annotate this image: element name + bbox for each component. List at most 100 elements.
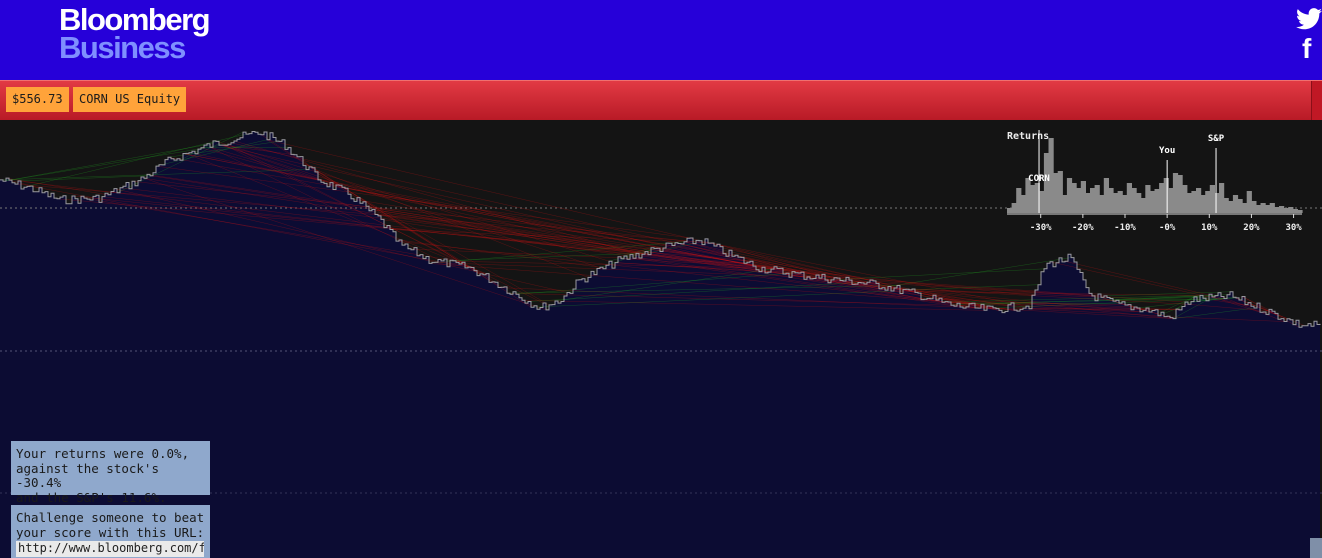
trade-line xyxy=(911,288,1108,298)
price-series xyxy=(0,131,1321,328)
page-scrollbar[interactable] xyxy=(1310,538,1322,558)
results-line-1: Your returns were 0.0%, xyxy=(16,446,190,461)
histogram-bar xyxy=(1149,191,1156,213)
histogram-bar xyxy=(1094,185,1100,213)
trade-line xyxy=(407,248,745,264)
trade-line xyxy=(506,292,991,307)
trade-line xyxy=(632,258,952,306)
trade-line xyxy=(101,196,823,275)
trade-line xyxy=(1247,302,1288,319)
trade-line xyxy=(1172,300,1207,319)
histogram-bar xyxy=(1099,195,1105,213)
price-chart: Returns -30% -20% -10% -0% 10% 20% 30% CORN You S… xyxy=(0,120,1322,558)
histogram-bar xyxy=(1122,195,1128,213)
trade-line xyxy=(614,262,799,274)
trade-line xyxy=(824,279,907,290)
histogram-bar xyxy=(1011,203,1017,213)
histogram-bar xyxy=(1090,188,1096,213)
histogram-bar xyxy=(1205,191,1211,213)
trade-line xyxy=(230,142,886,291)
twitter-bird-icon[interactable] xyxy=(1296,8,1322,30)
challenge-url-field[interactable]: http://www.bloomberg.com/fe xyxy=(16,541,204,557)
histogram-tick-label: 10% xyxy=(1201,223,1218,233)
trade-line xyxy=(260,134,532,308)
results-line-3-text: and the S&P's 11.6%. xyxy=(16,489,167,505)
results-box: Your returns were 0.0%, against the stoc… xyxy=(11,441,210,519)
trade-line xyxy=(2,144,205,182)
trade-line xyxy=(113,188,568,293)
histogram-bar xyxy=(1177,175,1183,213)
histogram-bar xyxy=(1117,191,1123,213)
trade-line xyxy=(320,182,649,255)
histogram-marker-label: S&P xyxy=(1208,134,1225,144)
histogram-bar xyxy=(1108,188,1114,213)
histogram-bar xyxy=(1182,185,1188,213)
histogram-bar xyxy=(1274,207,1280,213)
histogram-bar xyxy=(1292,209,1298,213)
trade-line xyxy=(2,143,229,182)
trade-line xyxy=(809,278,979,309)
trade-line xyxy=(182,153,925,300)
trade-line xyxy=(614,262,769,273)
trade-line xyxy=(341,186,763,268)
histogram-bar xyxy=(1007,208,1013,213)
trade-line xyxy=(227,143,469,268)
trade-line xyxy=(149,175,373,210)
trade-line xyxy=(143,178,547,311)
trade-line xyxy=(395,240,949,303)
trade-line xyxy=(1064,261,1225,299)
trade-line xyxy=(314,171,550,306)
histogram-bar xyxy=(1159,183,1165,213)
trade-line xyxy=(380,219,979,309)
facebook-f-icon[interactable]: f xyxy=(1302,33,1312,64)
histogram-bar xyxy=(1219,183,1225,213)
trade-line xyxy=(1211,296,1261,313)
histogram-bar xyxy=(1209,185,1215,213)
histogram-bar xyxy=(1186,193,1192,213)
histogram-bar xyxy=(1279,206,1285,213)
histogram-bar xyxy=(1260,203,1266,213)
trade-line xyxy=(872,280,1186,303)
trade-line xyxy=(497,287,997,309)
histogram-bar xyxy=(1154,189,1160,213)
price-line xyxy=(0,131,1321,328)
trade-line xyxy=(716,244,856,285)
bloomberg-business-logo[interactable]: Bloomberg Business xyxy=(59,4,211,63)
histogram-bar xyxy=(1140,198,1146,213)
trade-line xyxy=(992,297,1237,309)
challenge-line-1: Challenge someone to beat xyxy=(16,510,205,525)
trade-line xyxy=(428,241,685,264)
trade-line xyxy=(1187,304,1273,312)
trade-line xyxy=(554,268,772,302)
histogram-bar xyxy=(1251,201,1257,213)
trade-line xyxy=(26,133,247,187)
histogram-bar xyxy=(1126,183,1132,213)
histogram-bar xyxy=(1080,181,1086,213)
trade-line xyxy=(713,245,988,307)
trade-line xyxy=(1103,291,1231,297)
trade-line xyxy=(143,178,637,254)
trade-line xyxy=(911,288,1189,305)
trade-lines xyxy=(0,131,1306,328)
trade-line xyxy=(506,285,898,294)
trade-line xyxy=(218,144,754,267)
trade-line xyxy=(233,140,637,254)
trade-line xyxy=(908,284,1039,291)
histogram-bar xyxy=(1255,205,1262,213)
histogram-bar xyxy=(1242,203,1248,213)
returns-histogram: Returns -30% -20% -10% -0% 10% 20% 30% CORN You S… xyxy=(1007,130,1303,233)
trade-line xyxy=(623,247,652,257)
trade-line xyxy=(683,241,802,273)
trade-line xyxy=(5,177,109,196)
ticker-scrollbar[interactable] xyxy=(1311,81,1322,120)
histogram-bar xyxy=(1048,138,1054,213)
trade-line xyxy=(71,195,775,267)
trade-line xyxy=(221,144,604,269)
trade-line xyxy=(530,290,892,308)
trade-line xyxy=(1010,302,1129,305)
trade-line xyxy=(14,183,712,244)
trade-line xyxy=(803,279,1174,319)
trade-line xyxy=(1157,306,1183,316)
trade-line xyxy=(29,185,469,268)
trade-line xyxy=(119,187,751,262)
